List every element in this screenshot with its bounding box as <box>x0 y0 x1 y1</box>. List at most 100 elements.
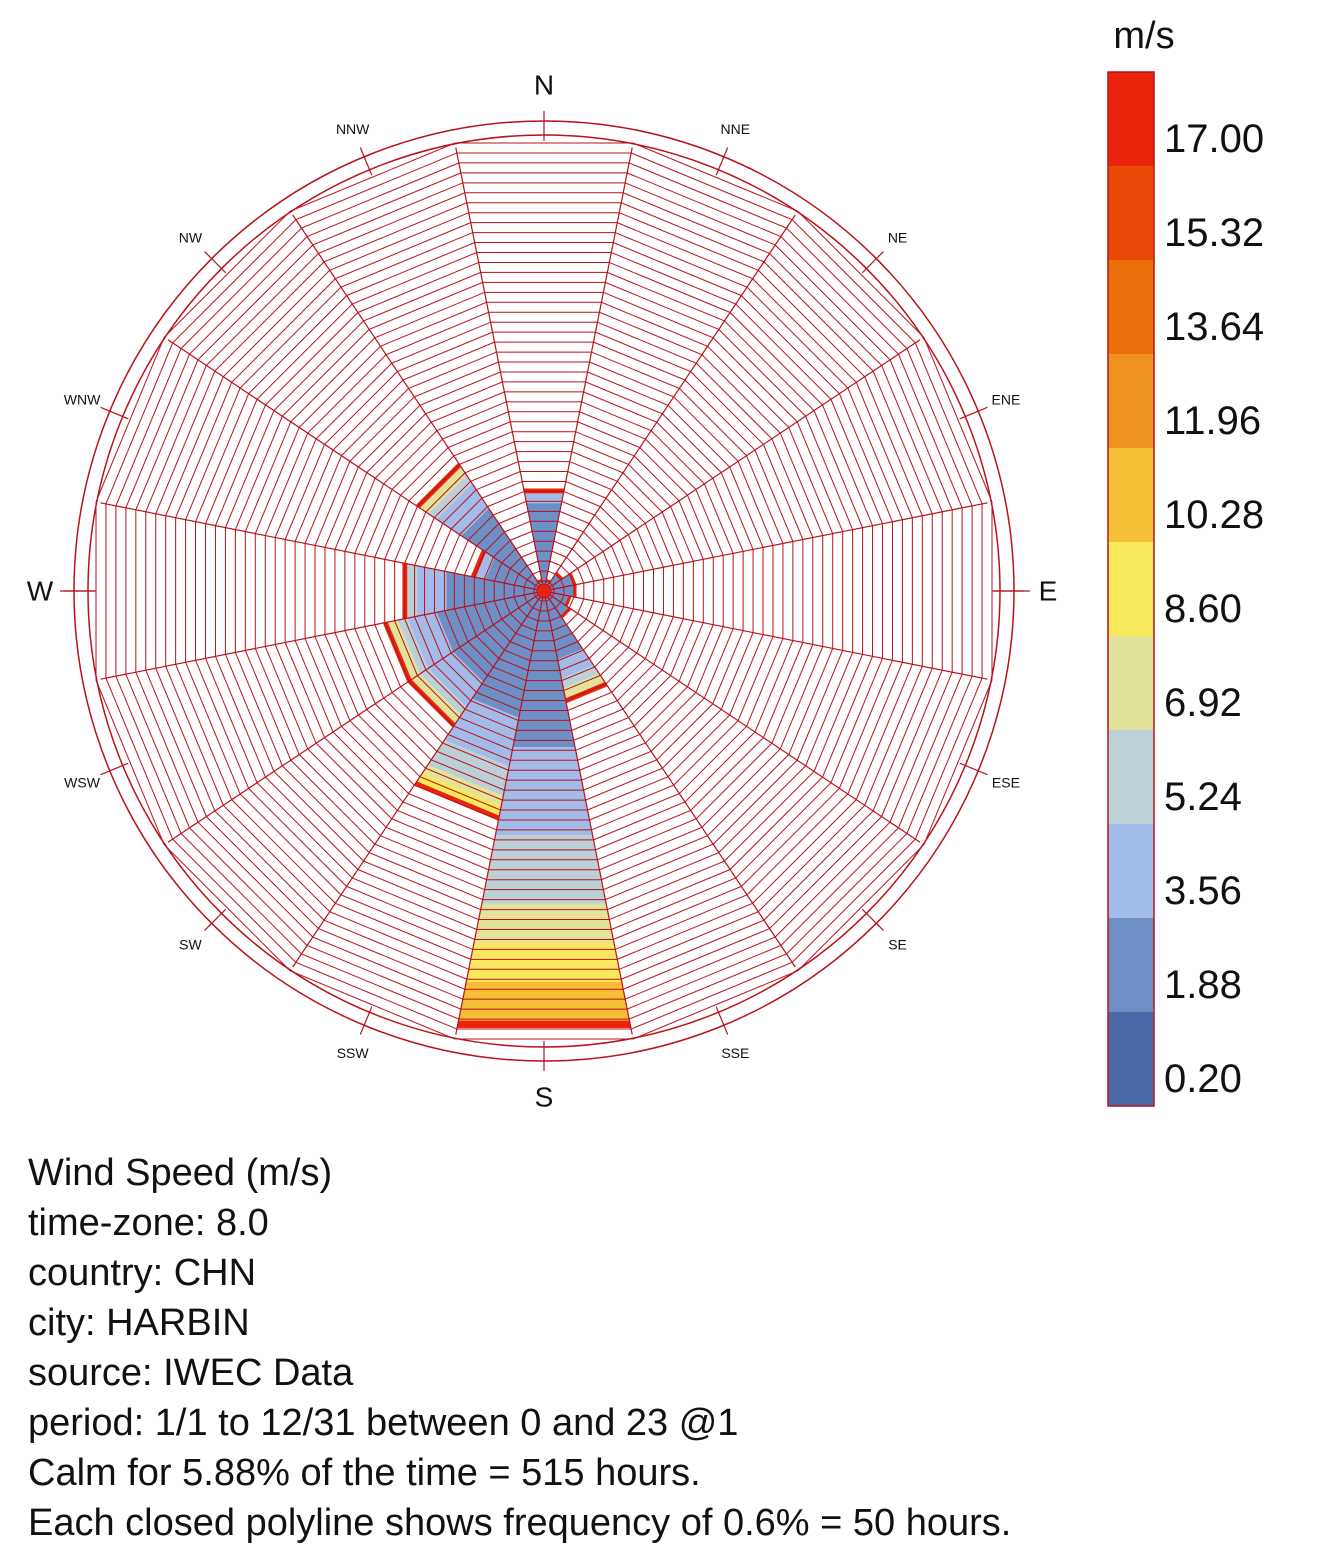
dir-tick-9 <box>359 1006 373 1035</box>
bin-s-10 <box>457 1020 631 1028</box>
sector-line-4 <box>543 502 988 592</box>
calm-center <box>536 583 552 599</box>
bin-wsw-3 <box>397 618 429 674</box>
colorbar-tick-3: 11.96 <box>1164 399 1261 443</box>
colorbar-segment-2 <box>1108 260 1154 354</box>
sector-line-0 <box>455 147 545 592</box>
info-period: period: 1/1 to 12/31 between 0 and 23 @1 <box>28 1402 739 1444</box>
wind-rose-chart: N NNE NE ENE E ESE SE SSE S SSW SW WSW W WNW NW NNW m/s… <box>27 15 1264 1113</box>
bin-s-4 <box>474 903 614 943</box>
colorbar-segment-7 <box>1108 730 1154 824</box>
bin-ene-1 <box>544 574 574 591</box>
sector-line-9 <box>455 590 545 1035</box>
bin-e-1 <box>544 585 574 597</box>
dir-tick-6 <box>861 908 884 931</box>
dir-tick-13 <box>100 406 129 420</box>
colorbar-segment-0 <box>1108 72 1154 166</box>
bin-wnw-2 <box>475 552 495 580</box>
dir-label-nw: NW <box>179 229 203 245</box>
dir-tick-14 <box>204 251 227 274</box>
bin-ese-10 <box>564 595 572 607</box>
colorbar-segment-3 <box>1108 354 1154 448</box>
dir-tick-1 <box>715 147 729 176</box>
bin-ssw-3 <box>427 739 510 797</box>
dir-tick-11 <box>100 762 129 776</box>
colorbar-tick-10: 0.20 <box>1164 1057 1242 1101</box>
colorbar-tick-6: 6.92 <box>1164 681 1242 725</box>
dir-label-se: SE <box>888 937 907 953</box>
bin-w-2 <box>417 565 447 617</box>
dir-tick-2 <box>861 251 884 274</box>
colorbar-segment-4 <box>1108 448 1154 542</box>
bin-ssw-1 <box>472 591 544 718</box>
sector-line-1 <box>543 147 633 592</box>
bin-sw-3 <box>419 668 467 716</box>
bin-sse-4 <box>563 673 605 699</box>
info-block: Wind Speed (m/s) time-zone: 8.0 country:… <box>28 1148 1011 1548</box>
info-source: source: IWEC Data <box>28 1352 354 1394</box>
colorbar-segment-8 <box>1108 824 1154 918</box>
bin-nw-3 <box>428 475 473 520</box>
colorbar-tick-9: 1.88 <box>1164 963 1242 1007</box>
sector-line-11 <box>167 590 545 843</box>
sector-line-7 <box>543 590 796 968</box>
colorbar-segment-10 <box>1108 1012 1154 1106</box>
info-country: country: CHN <box>28 1252 257 1294</box>
dir-label-sw: SW <box>179 937 202 953</box>
bin-sse-3 <box>561 665 600 689</box>
colorbar-frame <box>1107 71 1155 1107</box>
bin-nw-4 <box>419 466 467 514</box>
bin-wsw-4 <box>387 620 420 680</box>
frequency-rings <box>60 111 1030 1071</box>
dir-label-ssw: SSW <box>337 1045 370 1061</box>
colorbar-segment-6 <box>1108 636 1154 730</box>
colorbar-tick-1: 15.32 <box>1164 211 1264 255</box>
bin-w-1 <box>446 571 544 611</box>
dir-tick-5 <box>959 762 988 776</box>
dir-label-ese: ESE <box>992 774 1020 790</box>
bin-ene-10 <box>568 572 577 586</box>
bin-s-1 <box>512 591 576 748</box>
colorbar-tick-0: 17.00 <box>1164 117 1264 161</box>
direction-labels: N NNE NE ENE E ESE SE SSE S SSW SW WSW W WNW NW NNW <box>27 70 1058 1113</box>
info-timezone: time-zone: 8.0 <box>28 1202 269 1244</box>
colorbar-unit: m/s <box>1113 15 1174 57</box>
dir-label-s: S <box>535 1082 554 1113</box>
bin-ne-10 <box>555 571 564 580</box>
bin-sw-2 <box>428 651 484 707</box>
dir-label-sse: SSE <box>721 1045 749 1061</box>
colorbar: m/s 17.00 15.32 13.64 11.96 10.28 8.60 6.92 5.24… <box>1107 15 1264 1107</box>
colorbar-tick-7: 5.24 <box>1164 775 1242 819</box>
ring-45 <box>95 142 993 1040</box>
dir-label-wsw: WSW <box>64 774 101 790</box>
dir-tick-10 <box>204 908 227 931</box>
bin-sw-1 <box>452 591 544 683</box>
dir-label-wnw: WNW <box>64 392 101 408</box>
info-ring-note: Each closed polyline shows frequency of … <box>28 1502 1012 1544</box>
colorbar-tick-4: 10.28 <box>1164 493 1264 537</box>
speed-bins <box>382 462 631 1028</box>
bin-wnw-10 <box>470 549 487 578</box>
bin-ssw-2 <box>444 698 519 767</box>
bin-se-10 <box>560 607 572 619</box>
sector-line-8 <box>543 590 633 1035</box>
info-calm: Calm for 5.88% of the time = 515 hours. <box>28 1452 701 1494</box>
sector-line-15 <box>292 214 545 592</box>
bin-n-2 <box>524 493 564 504</box>
bin-s-2 <box>495 747 593 836</box>
bin-nw-2 <box>436 483 489 536</box>
dir-label-ne: NE <box>888 229 907 245</box>
sector-line-14 <box>167 339 545 592</box>
sector-line-5 <box>543 590 988 680</box>
bin-nw-1 <box>461 508 544 591</box>
dir-tick-7 <box>715 1006 729 1035</box>
sector-line-3 <box>543 339 921 592</box>
sector-line-13 <box>100 502 545 592</box>
colorbar-tick-8: 3.56 <box>1164 869 1242 913</box>
bin-w-3 <box>407 563 418 619</box>
dir-label-nnw: NNW <box>336 121 370 137</box>
sector-line-12 <box>100 590 545 680</box>
dir-label-e: E <box>1039 576 1058 607</box>
dir-label-ene: ENE <box>992 392 1021 408</box>
bin-n-1 <box>526 503 562 591</box>
